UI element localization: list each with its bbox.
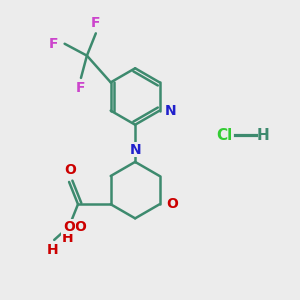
Text: F: F (91, 16, 101, 30)
Text: Cl: Cl (216, 128, 232, 142)
Text: O: O (64, 163, 76, 177)
Text: O: O (63, 220, 75, 233)
Text: O: O (74, 220, 86, 233)
Text: H: H (62, 231, 74, 245)
Text: O: O (166, 197, 178, 211)
Text: F: F (76, 82, 86, 95)
Text: N: N (129, 142, 141, 157)
Text: F: F (49, 37, 59, 51)
Text: H: H (47, 244, 58, 257)
Text: H: H (256, 128, 269, 142)
Text: N: N (165, 103, 177, 118)
